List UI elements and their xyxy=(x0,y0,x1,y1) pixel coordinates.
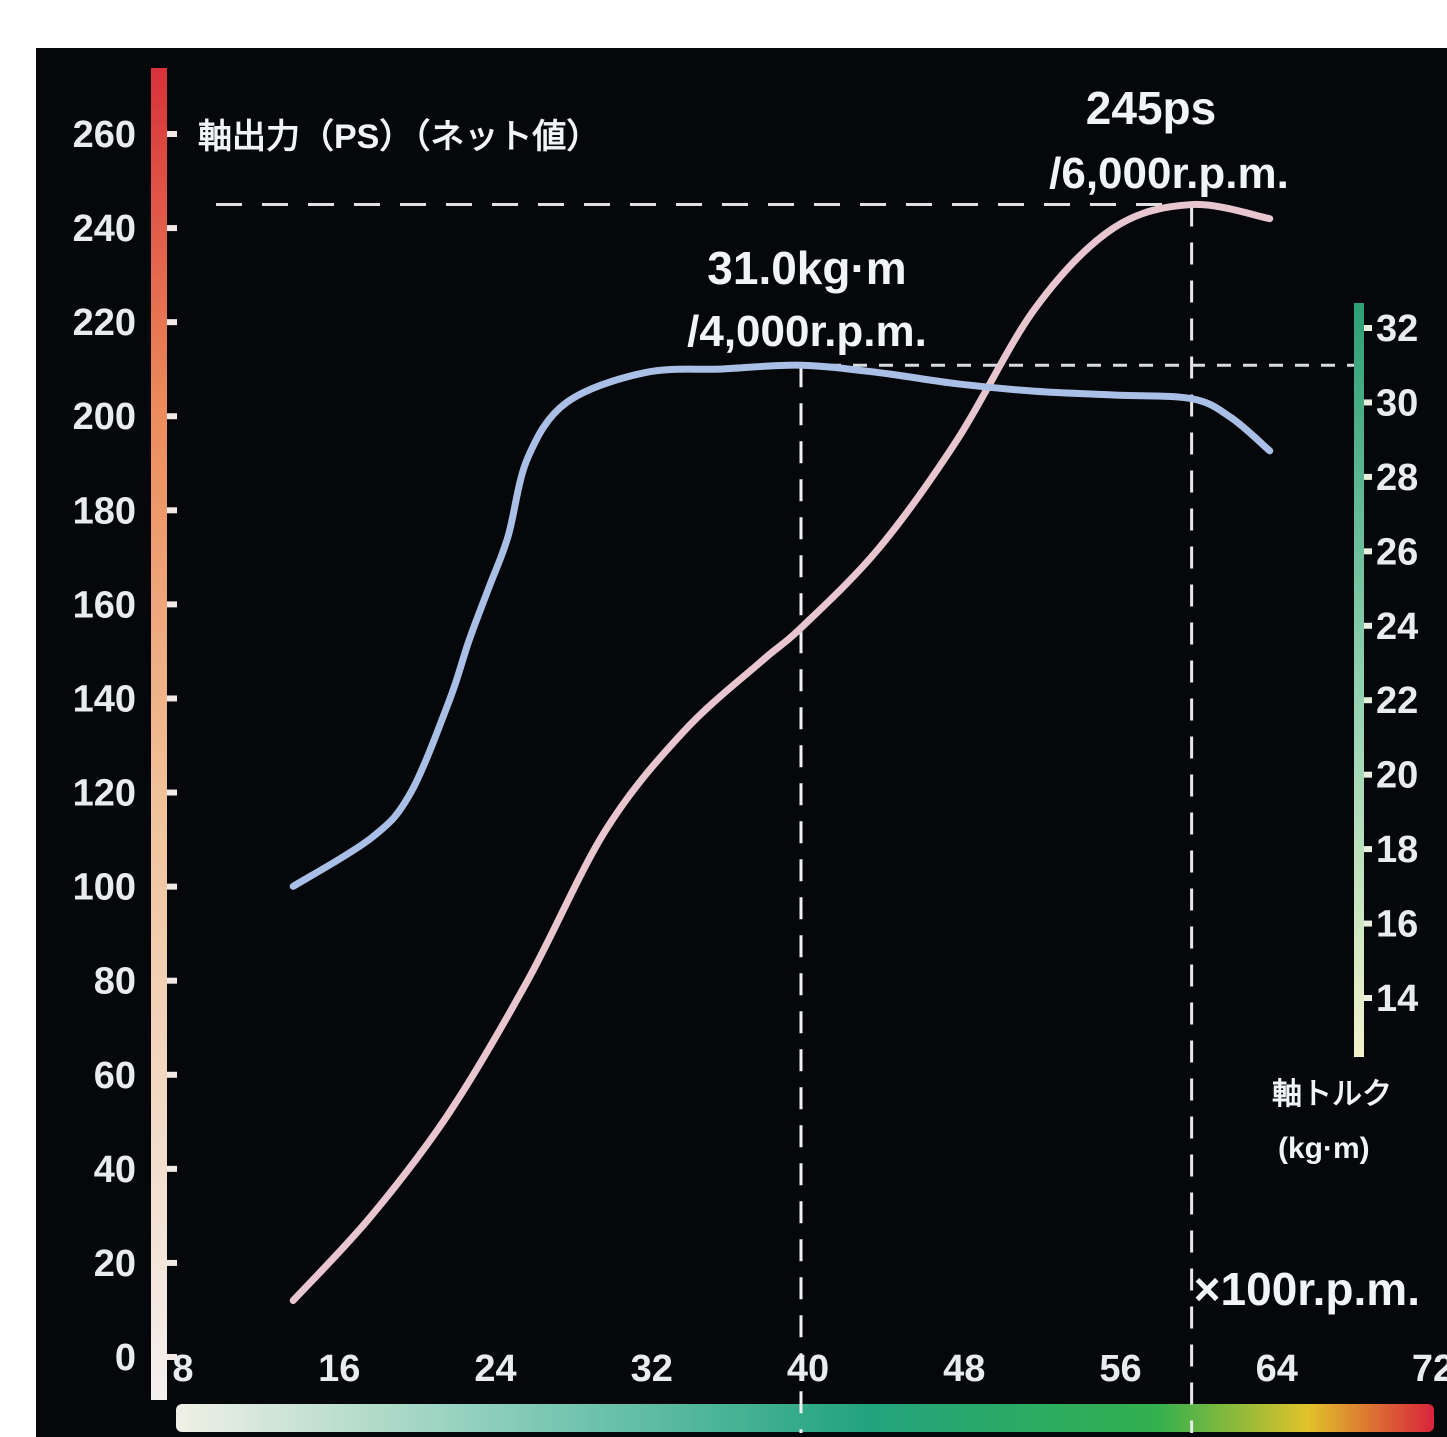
chart-frame: 0 20 40 60 80 100 120 140 160 180 200 220 240 260 14 1… xyxy=(36,48,1447,1437)
left-tick-label: 240 xyxy=(73,208,136,250)
left-tick-mark xyxy=(167,977,177,984)
left-tick-label: 20 xyxy=(94,1243,136,1285)
left-tick-mark xyxy=(167,225,177,232)
left-tick-mark xyxy=(167,601,177,608)
right-tick-label: 24 xyxy=(1376,606,1418,648)
left-tick-label: 80 xyxy=(94,961,136,1003)
left-tick-mark xyxy=(167,319,177,326)
left-tick-mark xyxy=(167,789,177,796)
left-tick-mark xyxy=(167,695,177,702)
left-axis-label: 軸出力（PS）（ネット値） xyxy=(198,117,600,156)
x-tick-label: 16 xyxy=(318,1348,360,1390)
right-axis-label-line1: 軸トルク xyxy=(1272,1078,1392,1111)
right-tick-mark xyxy=(1364,846,1372,853)
left-tick-mark xyxy=(167,1165,177,1172)
peak-power-value: 245ps xyxy=(1086,82,1216,134)
x-tick-label: 64 xyxy=(1256,1348,1298,1390)
right-tick-mark xyxy=(1364,473,1372,480)
right-tick-label: 30 xyxy=(1376,382,1418,424)
left-tick-mark xyxy=(167,1071,177,1078)
right-tick-label: 32 xyxy=(1376,308,1418,350)
left-tick-label: 100 xyxy=(73,867,136,909)
peak-torque-value: 31.0kg·m xyxy=(707,242,906,294)
torque-curve xyxy=(289,361,1274,890)
left-tick-label: 60 xyxy=(94,1055,136,1097)
left-tick-label: 0 xyxy=(115,1337,136,1379)
right-tick-label: 16 xyxy=(1376,904,1418,946)
left-tick-mark xyxy=(167,1354,177,1360)
performance-chart: 0 20 40 60 80 100 120 140 160 180 200 220 240 260 14 1… xyxy=(73,68,1447,1433)
x-axis-bar xyxy=(176,1404,1434,1432)
left-tick-label: 220 xyxy=(73,302,136,344)
left-tick-mark xyxy=(167,131,177,137)
right-tick-label: 14 xyxy=(1376,978,1418,1020)
right-tick-mark xyxy=(1364,995,1372,1001)
right-axis-bar xyxy=(1354,303,1364,1057)
right-tick-label: 26 xyxy=(1376,531,1418,573)
x-tick-label: 72 xyxy=(1412,1348,1447,1390)
right-tick-mark xyxy=(1364,920,1372,927)
right-tick-label: 28 xyxy=(1376,457,1418,499)
left-tick-mark xyxy=(167,507,177,514)
right-tick-label: 20 xyxy=(1376,755,1418,797)
left-tick-label: 180 xyxy=(73,490,136,532)
x-tick-label: 48 xyxy=(943,1348,985,1390)
left-tick-mark xyxy=(167,413,177,420)
left-axis-bar xyxy=(151,68,167,1400)
right-tick-mark xyxy=(1364,697,1372,704)
right-tick-mark xyxy=(1364,548,1372,555)
x-tick-label: 8 xyxy=(172,1348,193,1390)
left-tick-label: 140 xyxy=(73,678,136,720)
right-tick-mark xyxy=(1364,399,1372,406)
left-tick-mark xyxy=(167,1259,177,1266)
x-tick-label: 40 xyxy=(787,1348,829,1390)
left-tick-label: 120 xyxy=(73,773,136,815)
left-tick-mark xyxy=(167,883,177,890)
left-tick-label: 200 xyxy=(73,396,136,438)
right-axis-label-line2: (kg·m) xyxy=(1278,1132,1370,1165)
left-tick-label: 260 xyxy=(73,114,136,156)
right-tick-mark xyxy=(1364,325,1372,331)
left-tick-label: 160 xyxy=(73,584,136,626)
x-tick-label: 32 xyxy=(631,1348,673,1390)
x-axis-label: ×100r.p.m. xyxy=(1194,1263,1420,1315)
right-tick-mark xyxy=(1364,771,1372,778)
peak-power-rpm: /6,000r.p.m. xyxy=(1049,149,1289,198)
left-tick-label: 40 xyxy=(94,1149,136,1191)
right-tick-label: 18 xyxy=(1376,829,1418,871)
power-curve xyxy=(289,201,1274,1305)
x-tick-label: 24 xyxy=(474,1348,516,1390)
right-tick-label: 22 xyxy=(1376,680,1418,722)
peak-torque-rpm: /4,000r.p.m. xyxy=(687,307,927,356)
right-tick-mark xyxy=(1364,622,1372,629)
x-tick-label: 56 xyxy=(1099,1348,1141,1390)
